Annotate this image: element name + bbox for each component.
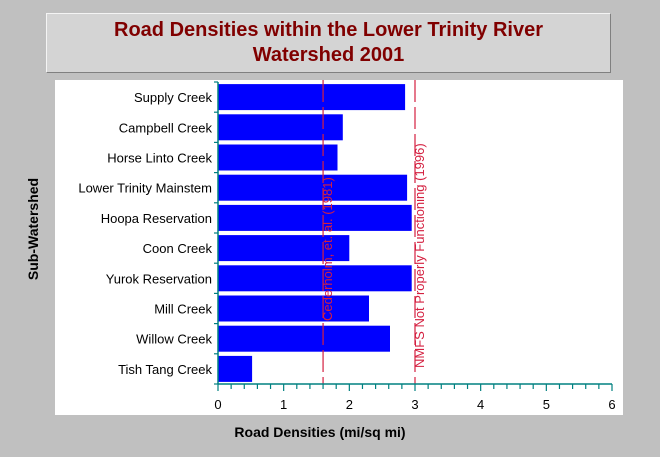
x-tick-label: 3 <box>411 397 418 412</box>
bar <box>218 265 412 292</box>
bar <box>218 355 253 382</box>
chart-title-line-1: Road Densities within the Lower Trinity … <box>114 19 543 41</box>
bar <box>218 144 338 171</box>
reference-line-label: NMFS Not Properly Functioning (1996) <box>412 143 427 368</box>
bar <box>218 174 408 201</box>
x-tick-label: 6 <box>608 397 615 412</box>
x-tick-label: 5 <box>543 397 550 412</box>
x-tick-label: 4 <box>477 397 484 412</box>
bar <box>218 295 369 322</box>
category-label: Horse Linto Creek <box>107 151 212 166</box>
category-label: Willow Creek <box>136 332 212 347</box>
x-axis-label: Road Densities (mi/sq mi) <box>234 424 406 440</box>
category-label: Lower Trinity Mainstem <box>78 181 212 196</box>
category-label: Yurok Reservation <box>106 271 212 286</box>
bar <box>218 84 406 111</box>
bar <box>218 325 390 352</box>
category-label: Coon Creek <box>143 241 213 256</box>
bar <box>218 114 343 141</box>
x-tick-label: 0 <box>214 397 221 412</box>
reference-line-label: Cederholm, et. al. (1981) <box>320 177 335 321</box>
category-label: Campbell Creek <box>119 120 213 135</box>
x-tick-label: 1 <box>280 397 287 412</box>
y-axis-label: Sub-Watershed <box>25 177 41 281</box>
category-label: Supply Creek <box>134 90 213 105</box>
category-label: Tish Tang Creek <box>118 362 212 377</box>
category-label: Mill Creek <box>154 302 212 317</box>
chart-title-box: Road Densities within the Lower Trinity … <box>46 13 611 73</box>
bar <box>218 204 412 231</box>
category-label: Hoopa Reservation <box>101 211 212 226</box>
chart-title-line-2: Watershed 2001 <box>252 44 405 66</box>
x-tick-label: 2 <box>346 397 353 412</box>
bar <box>218 235 350 262</box>
